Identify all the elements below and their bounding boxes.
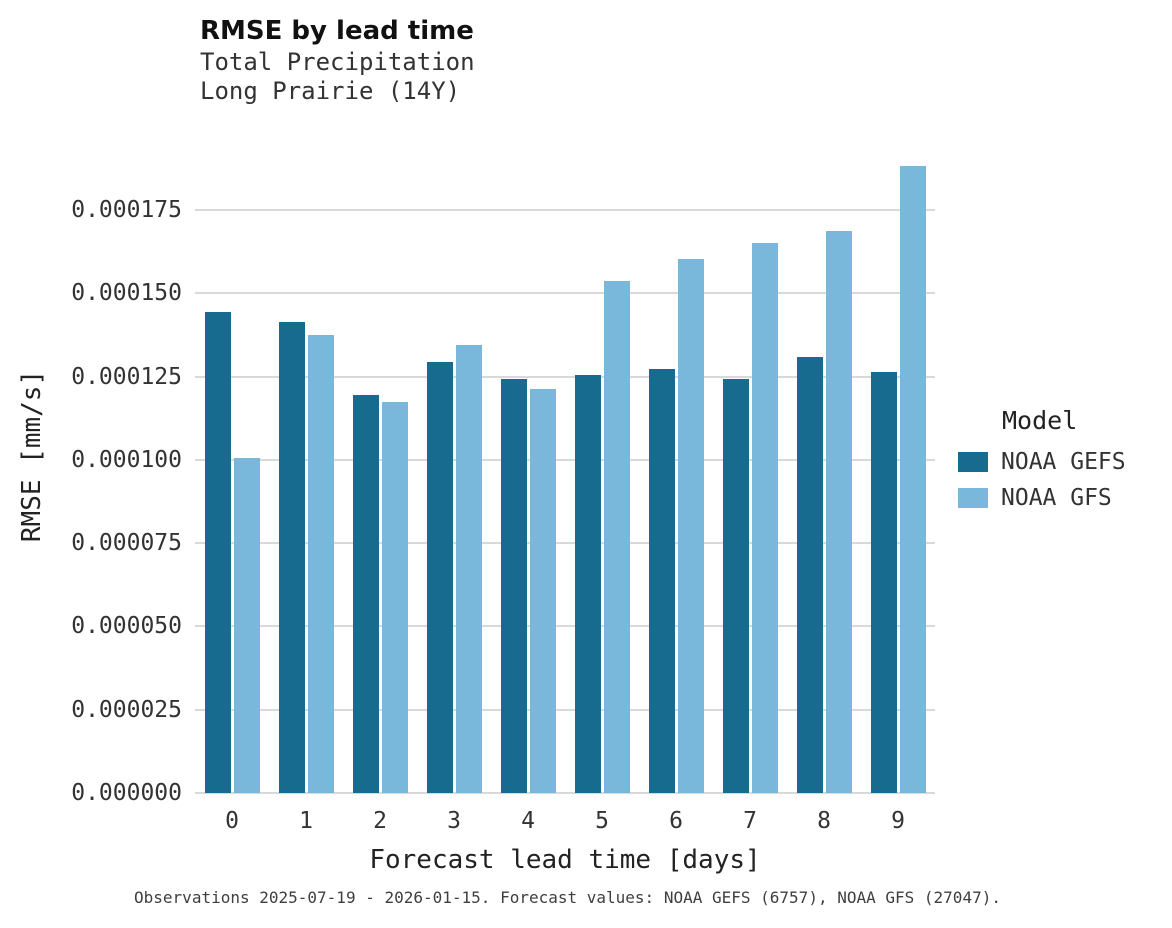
x-axis-title: Forecast lead time [days] — [369, 845, 761, 875]
bar-group-lead-6 — [639, 120, 713, 793]
bar-noaa-gefs — [648, 368, 675, 793]
x-tick-label: 4 — [521, 808, 535, 834]
bar-group-lead-9 — [861, 120, 935, 793]
bar-group-lead-2 — [343, 120, 417, 793]
gridline — [195, 208, 935, 211]
bar-noaa-gefs — [796, 356, 823, 793]
bar-noaa-gfs — [751, 243, 778, 793]
chart-title: RMSE by lead time — [200, 16, 474, 46]
legend: Model NOAA GEFS NOAA GFS — [958, 406, 1126, 521]
x-tick-label: 2 — [373, 808, 387, 834]
bar-group-lead-4 — [491, 120, 565, 793]
bar-noaa-gfs — [825, 231, 852, 793]
gridline — [195, 792, 935, 794]
x-tick-label: 3 — [447, 808, 461, 834]
y-tick-label: 0.000000 — [71, 780, 182, 806]
x-tick-label: 0 — [225, 808, 239, 834]
y-tick-label: 0.000025 — [71, 696, 182, 723]
gridline — [195, 625, 935, 628]
bar-group-lead-1 — [269, 120, 343, 793]
bar-noaa-gfs — [307, 334, 334, 793]
x-tick-label: 8 — [817, 808, 831, 834]
y-tick-label: 0.000100 — [71, 446, 182, 473]
chart-subtitle-line2: Long Prairie (14Y) — [200, 77, 461, 105]
plot-area — [195, 120, 935, 794]
x-tick-label: 9 — [891, 808, 905, 834]
bar-noaa-gfs — [455, 344, 482, 793]
x-tick-label: 7 — [743, 808, 757, 834]
bar-noaa-gfs — [233, 458, 260, 793]
bar-group-lead-3 — [417, 120, 491, 793]
legend-swatch — [958, 488, 988, 508]
gridline — [195, 542, 935, 545]
title-block: RMSE by lead time Total Precipitation Lo… — [200, 14, 475, 106]
bar-group-lead-8 — [787, 120, 861, 793]
y-tick-label: 0.000150 — [71, 280, 182, 307]
bar-noaa-gefs — [870, 372, 897, 793]
bar-noaa-gfs — [529, 388, 556, 793]
bar-noaa-gfs — [603, 280, 630, 793]
bar-noaa-gfs — [381, 401, 408, 793]
bar-noaa-gfs — [677, 258, 704, 793]
chart-subtitle-line1: Total Precipitation — [200, 48, 475, 76]
bar-noaa-gefs — [352, 394, 379, 793]
bar-noaa-gefs — [722, 378, 749, 793]
bar-group-lead-5 — [565, 120, 639, 793]
legend-label: NOAA GFS — [1001, 485, 1112, 511]
legend-entry: NOAA GEFS — [958, 449, 1126, 475]
y-tick-label: 0.000125 — [71, 363, 182, 390]
bar-noaa-gefs — [574, 374, 601, 793]
legend-entries: NOAA GEFS NOAA GFS — [958, 449, 1126, 511]
legend-swatch — [958, 452, 988, 472]
gridline — [195, 458, 935, 461]
bar-noaa-gefs — [500, 378, 527, 793]
gridline — [195, 708, 935, 711]
y-tick-label: 0.000075 — [71, 530, 182, 557]
bar-noaa-gefs — [204, 311, 231, 793]
caption: Observations 2025-07-19 - 2026-01-15. Fo… — [134, 888, 1001, 907]
bar-noaa-gfs — [899, 165, 926, 793]
gridline — [195, 375, 935, 378]
x-tick-label: 6 — [669, 808, 683, 834]
gridline — [195, 292, 935, 295]
x-tick-label: 1 — [299, 808, 313, 834]
x-tick-label: 5 — [595, 808, 609, 834]
legend-label: NOAA GEFS — [1001, 449, 1126, 475]
y-tick-label: 0.000050 — [71, 613, 182, 640]
bar-group-lead-0 — [195, 120, 269, 793]
legend-title: Model — [1002, 406, 1078, 435]
bar-noaa-gefs — [426, 362, 453, 793]
bar-group-lead-7 — [713, 120, 787, 793]
bar-noaa-gefs — [278, 321, 305, 793]
y-tick-label: 0.000175 — [71, 196, 182, 223]
legend-entry: NOAA GFS — [958, 485, 1126, 511]
